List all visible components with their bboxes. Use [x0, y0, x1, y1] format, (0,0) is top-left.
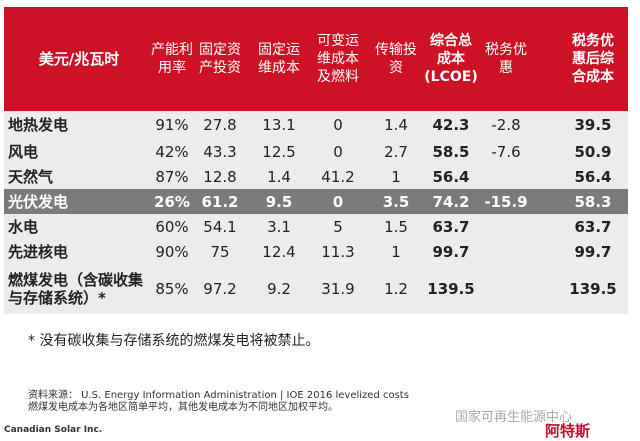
table-cell: 1.2 [384, 280, 408, 298]
table-cell [478, 214, 534, 239]
table-cell: 1.5 [384, 217, 408, 236]
table-row: 水电 60% 54.1 3.1 5 1.5 63.7 63.7 [4, 214, 628, 239]
table-cell: 1 [391, 242, 401, 261]
table-cell: -7.6 [491, 142, 521, 161]
column-header: 固定运 维成本 [258, 42, 300, 76]
table-cell: 61.2 [201, 192, 239, 211]
table-cell: 11.3 [321, 242, 355, 261]
table-cell: 1.4 [267, 167, 291, 186]
row-label: 天然气 [8, 167, 54, 186]
table-cell: 54.1 [203, 217, 237, 236]
source-line-1: 资料来源： U.S. Energy Information Administra… [28, 390, 409, 401]
table-cell: 5 [333, 217, 343, 236]
table-cell: 2.7 [384, 142, 408, 161]
table-cell: 58.5 [432, 142, 470, 161]
table-cell: 85% [155, 280, 189, 298]
column-header: 税务优 惠后综 合成本 [572, 33, 614, 85]
column-header: 固定资 产投资 [199, 42, 241, 76]
column-header: 税务优 惠 [485, 42, 527, 76]
table-cell: 43.3 [203, 142, 237, 161]
table-cell: 31.9 [321, 280, 355, 298]
table-cell: 90% [155, 242, 189, 261]
table-cell: 74.2 [432, 192, 470, 211]
table-cell: 27.8 [203, 116, 237, 134]
row-label: 燃煤发电（含碳收集 与存储系统）* [8, 271, 144, 307]
column-header: 综合总 成本 (LCOE) [424, 33, 478, 85]
table-cell: 12.5 [262, 142, 296, 161]
table-cell: 42.3 [432, 116, 470, 134]
table-cell: 3.5 [382, 192, 410, 211]
table-cell: 139.5 [569, 280, 617, 298]
table-cell: 13.1 [262, 116, 296, 134]
source-line-2: 燃煤发电成本为各地区简单平均，其他发电成本为不同地区加权平均。 [28, 402, 338, 413]
column-header: 产能利 用率 [151, 42, 193, 76]
table-cell [478, 164, 534, 189]
column-header: 美元/兆瓦时 [38, 50, 120, 68]
table-header: 美元/兆瓦时 产能利 用率 固定资 产投资 固定运 维成本 可变运 维成本 及燃料 传输投… [4, 7, 628, 111]
table-cell: 12.4 [262, 242, 296, 261]
table-cell: 3.1 [267, 217, 291, 236]
source-note: 资料来源： U.S. Energy Information Administra… [28, 390, 409, 414]
table-cell: 1.4 [384, 116, 408, 134]
table-cell: 99.7 [432, 242, 470, 261]
table-cell: 0 [333, 116, 343, 134]
row-label: 风电 [8, 142, 39, 161]
table-cell: 75 [210, 242, 230, 261]
table-cell: 39.5 [574, 116, 612, 134]
table-row: 风电 42% 43.3 12.5 0 2.7 58.5 -7.6 50.9 [4, 139, 628, 164]
table-cell: 9.5 [265, 192, 293, 211]
table-cell: 60% [155, 217, 189, 236]
table-cell: 99.7 [574, 242, 612, 261]
table-cell: 56.4 [574, 167, 612, 186]
table-cell: 42% [155, 142, 189, 161]
table-row: 地热发电 91% 27.8 13.1 0 1.4 42.3 -2.8 39.5 [4, 111, 628, 139]
table-cell: 97.2 [203, 280, 237, 298]
company-name: Canadian Solar Inc. [4, 425, 103, 435]
table-cell [478, 239, 534, 264]
row-label: 先进核电 [8, 242, 69, 261]
company-logo: 阿特斯 [545, 422, 591, 440]
row-label: 光伏发电 [8, 192, 69, 211]
table-cell: 26% [154, 192, 190, 211]
column-header: 可变运 维成本 及燃料 [317, 33, 359, 85]
table-cell: 63.7 [432, 217, 470, 236]
row-label: 水电 [8, 217, 39, 236]
table-cell: 56.4 [432, 167, 470, 186]
table-row: 先进核电 90% 75 12.4 11.3 1 99.7 99.7 [4, 239, 628, 264]
table-cell: 0 [333, 142, 343, 161]
table-cell: 91% [155, 116, 189, 134]
table-cell: 63.7 [574, 217, 612, 236]
table-row: 天然气 87% 12.8 1.4 41.2 1 56.4 56.4 [4, 164, 628, 189]
table-cell: 58.3 [574, 192, 612, 211]
table-cell: 139.5 [427, 280, 475, 298]
table-cell: -2.8 [491, 116, 521, 134]
table-row: 燃煤发电（含碳收集 与存储系统）* 85% 97.2 9.2 31.9 1.2 139.5 1… [4, 264, 628, 314]
table-cell: 12.8 [203, 167, 237, 186]
watermark: 国家可再生能源中心 [455, 410, 573, 425]
table-cell: 1 [391, 167, 401, 186]
table-cell: -15.9 [484, 192, 528, 211]
lcoe-table: 美元/兆瓦时 产能利 用率 固定资 产投资 固定运 维成本 可变运 维成本 及燃料 传输投… [4, 7, 628, 314]
row-label: 地热发电 [8, 116, 69, 134]
footnote: * 没有碳收集与存储系统的燃煤发电将被禁止。 [28, 333, 320, 349]
table-cell: 9.2 [267, 280, 291, 298]
table-cell: 87% [155, 167, 189, 186]
table-cell: 0 [332, 192, 344, 211]
table-cell: 50.9 [574, 142, 612, 161]
table-cell: 41.2 [321, 167, 355, 186]
table-cell [478, 264, 534, 314]
table-body: 地热发电 91% 27.8 13.1 0 1.4 42.3 -2.8 39.5 风电 42% 43.3… [4, 111, 628, 314]
table-row: 光伏发电 26% 61.2 9.5 0 3.5 74.2 -15.9 58.3 [4, 189, 628, 214]
column-header: 传输投 资 [375, 42, 417, 76]
